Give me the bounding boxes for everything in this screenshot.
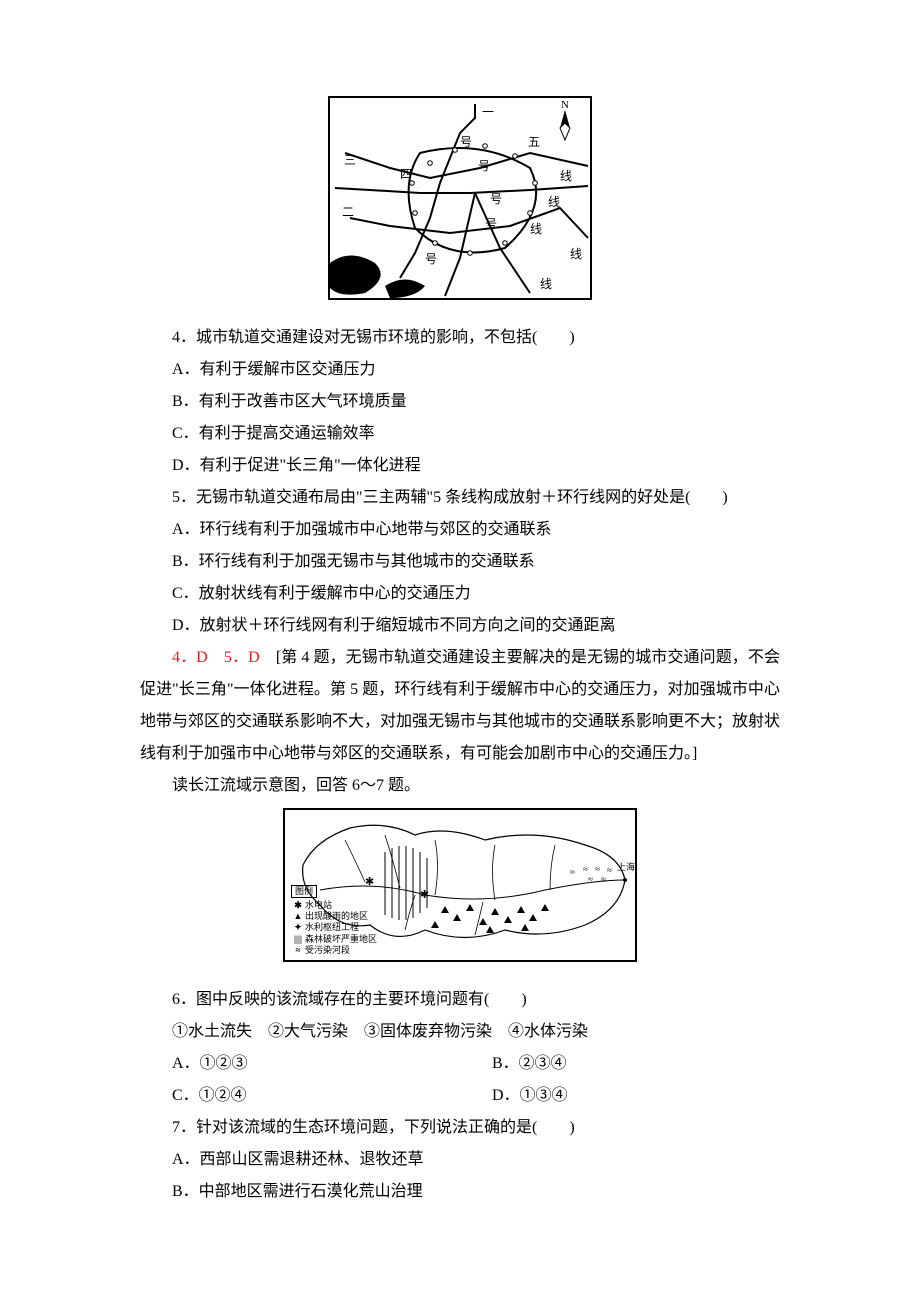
line-labels: 一 二 三 四 五 号 号 号 号 号 线 线 线 线 线: [342, 105, 582, 291]
q4-opt-d: D．有利于促进"长三角"一体化进程: [140, 450, 780, 482]
svg-text:≈: ≈: [570, 867, 575, 877]
svg-text:三: 三: [344, 153, 356, 167]
svg-text:≈: ≈: [607, 865, 612, 875]
legend-row: ||||森林破坏严重地区: [291, 934, 377, 945]
q6-items: ①水土流失 ②大气污染 ③固体废弃物污染 ④水体污染: [140, 1016, 780, 1048]
q5-opt-c: C．放射状线有利于缓解市中心的交通压力: [140, 578, 780, 610]
legend-row: ✱水电站: [291, 900, 377, 911]
document-page: N: [0, 0, 920, 1298]
svg-text:号: 号: [460, 135, 472, 149]
q4-stem: 4．城市轨道交通建设对无锡市环境的影响，不包括( ): [140, 322, 780, 354]
svg-text:号: 号: [425, 252, 437, 266]
svg-text:≈: ≈: [601, 874, 606, 884]
q7-opt-b: B．中部地区需进行石漠化荒山治理: [140, 1176, 780, 1208]
q6-opt-a: A．①②③: [140, 1048, 460, 1080]
q5-opt-a: A．环行线有利于加强城市中心地带与郊区的交通联系: [140, 514, 780, 546]
q5-opt-d: D．放射状＋环行线网有利于缩短城市不同方向之间的交通距离: [140, 610, 780, 642]
metro-map-svg: N: [330, 98, 590, 298]
legend-title: 图例: [291, 885, 317, 898]
acid-rain-markers: [431, 904, 549, 933]
svg-text:线: 线: [548, 195, 560, 209]
legend: 图例 ✱水电站 ▲出现酸雨的地区 ✦水利枢纽工程 ||||森林破坏严重地区 ≈受…: [291, 885, 377, 957]
pollution-markers: ≈ ≈ ≈ ≈ ≈ ≈: [570, 864, 612, 884]
svg-text:≈: ≈: [583, 864, 588, 874]
figure-basin-map: ✱ ✱ ≈ ≈ ≈ ≈ ≈ ≈ 上海 图例 ✱水电站 ▲出现: [140, 808, 780, 974]
city-shanghai: 上海: [617, 861, 635, 872]
legend-row: ▲出现酸雨的地区: [291, 911, 377, 922]
basin-map-box: ✱ ✱ ≈ ≈ ≈ ≈ ≈ ≈ 上海 图例 ✱水电站 ▲出现: [283, 808, 637, 962]
svg-text:二: 二: [342, 205, 354, 219]
q6-stem: 6．图中反映的该流域存在的主要环境问题有( ): [140, 984, 780, 1016]
answer-4-5: 4．D 5．D [第 4 题，无锡市轨道交通建设主要解决的是无锡的城市交通问题，…: [140, 642, 780, 770]
svg-text:线: 线: [540, 277, 552, 291]
q6-opts-row2: C．①②④ D．①③④: [140, 1080, 780, 1112]
q7-opt-a: A．西部山区需退耕还林、退牧还草: [140, 1144, 780, 1176]
q5-opt-b: B．环行线有利于加强无锡市与其他城市的交通联系: [140, 546, 780, 578]
svg-text:✱: ✱: [420, 889, 429, 901]
svg-text:线: 线: [530, 222, 542, 236]
q6-opts-row1: A．①②③ B．②③④: [140, 1048, 780, 1080]
svg-text:号: 号: [485, 217, 497, 231]
svg-text:线: 线: [570, 247, 582, 261]
lake-shape: [330, 256, 381, 295]
svg-text:≈: ≈: [595, 864, 600, 874]
compass: N: [560, 99, 570, 140]
q7-stem: 7．针对该流域的生态环境问题，下列说法正确的是( ): [140, 1112, 780, 1144]
svg-text:线: 线: [560, 169, 572, 183]
legend-row: ≈受污染河段: [291, 945, 377, 956]
q4-opt-c: C．有利于提高交通运输效率: [140, 418, 780, 450]
svg-text:一: 一: [482, 105, 494, 119]
svg-text:号: 号: [478, 159, 490, 173]
figure-metro-map: N: [140, 96, 780, 312]
metro-map-box: N: [328, 96, 592, 300]
lake-shape-2: [385, 280, 425, 299]
q4-opt-b: B．有利于改善市区大气环境质量: [140, 386, 780, 418]
q6-opt-d: D．①③④: [460, 1080, 780, 1112]
answer-4-5-label: 4．D 5．D: [172, 649, 276, 666]
legend-row: ✦水利枢纽工程: [291, 922, 377, 933]
q6-opt-c: C．①②④: [140, 1080, 460, 1112]
city-dot: [623, 878, 627, 882]
q6-opt-b: B．②③④: [460, 1048, 780, 1080]
svg-text:五: 五: [528, 135, 540, 149]
intro-6-7: 读长江流域示意图，回答 6～7 题。: [140, 770, 780, 802]
svg-text:四: 四: [400, 167, 412, 181]
compass-label: N: [561, 99, 569, 111]
q4-opt-a: A．有利于缓解市区交通压力: [140, 354, 780, 386]
svg-text:≈: ≈: [588, 874, 593, 884]
svg-text:号: 号: [490, 192, 502, 206]
q5-stem: 5．无锡市轨道交通布局由"三主两辅"5 条线构成放射＋环行线网的好处是( ): [140, 482, 780, 514]
